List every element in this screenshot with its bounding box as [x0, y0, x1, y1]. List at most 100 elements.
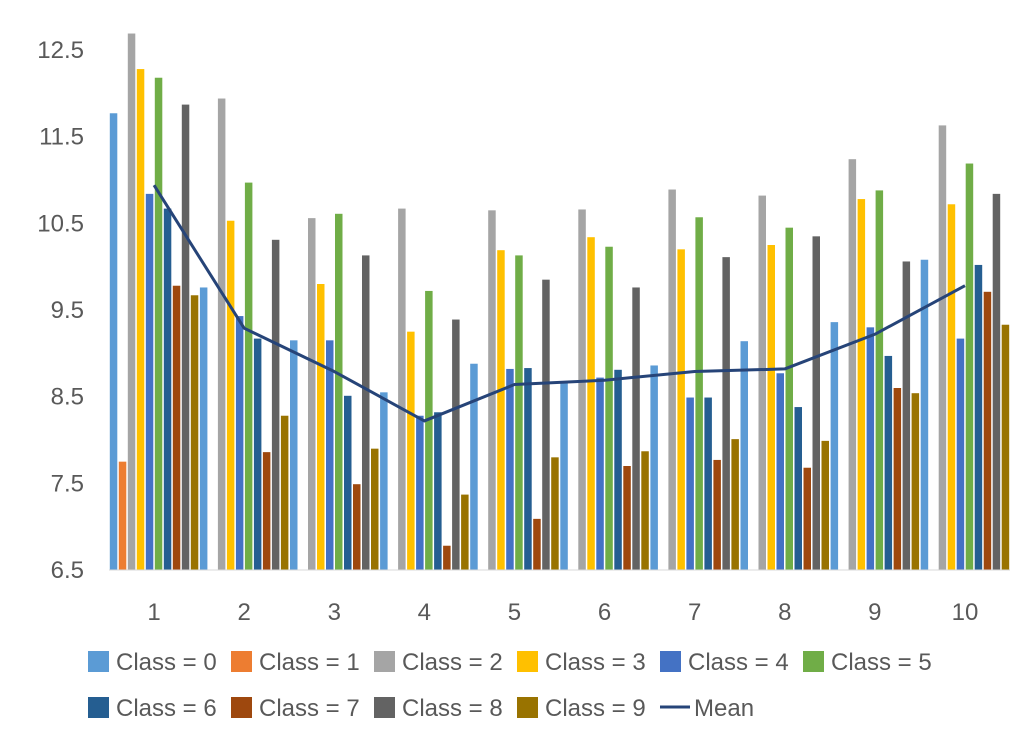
- y-tick-label: 7.5: [51, 470, 84, 497]
- bar-class-6-group-7: [704, 397, 712, 570]
- bar-class-3-group-8: [767, 245, 775, 570]
- legend-label: Class = 8: [402, 695, 503, 722]
- legend-swatch: [374, 697, 395, 718]
- bar-class-9-group-6: [641, 451, 649, 570]
- bar-class-2-group-6: [578, 209, 586, 570]
- bar-class-2-group-4: [398, 208, 406, 570]
- legend-swatch: [231, 697, 252, 718]
- bar-class-2-group-7: [668, 189, 676, 571]
- bar-class-3-group-1: [136, 69, 145, 571]
- bar-class-8-group-9: [902, 261, 911, 570]
- legend-label: Class = 5: [831, 649, 932, 676]
- bar-class-0-group-2: [199, 287, 208, 570]
- legend-label: Class = 3: [545, 649, 646, 676]
- bar-class-2-group-9: [848, 159, 857, 570]
- legend-label: Mean: [694, 695, 754, 722]
- legend-swatch: [803, 651, 824, 672]
- bar-class-0-group-10: [920, 259, 929, 570]
- bar-class-5-group-3: [335, 213, 343, 571]
- x-tick-label: 7: [688, 599, 701, 626]
- x-tick-label: 10: [952, 599, 979, 626]
- bar-class-9-group-2: [280, 415, 289, 570]
- bar-class-0-group-4: [380, 392, 388, 570]
- x-axis-tick-labels: 1 2 3 4 5 6 7 8 9 10: [147, 599, 978, 626]
- bar-class-3-group-9: [857, 199, 866, 571]
- bar-class-6-group-5: [524, 368, 532, 570]
- bar-class-0-group-8: [740, 341, 748, 570]
- bar-class-5-group-6: [605, 246, 613, 570]
- bar-class-5-group-9: [875, 190, 884, 570]
- bar-class-4-group-6: [596, 377, 604, 570]
- bar-class-7-group-10: [983, 291, 992, 570]
- legend-swatch: [517, 651, 538, 672]
- bar-class-9-group-10: [1001, 324, 1010, 570]
- legend-label: Class = 2: [402, 649, 503, 676]
- legend-label: Class = 4: [688, 649, 789, 676]
- bar-class-6-group-4: [434, 412, 442, 570]
- x-tick-label: 8: [778, 599, 791, 626]
- bar-class-4-group-2: [235, 316, 244, 570]
- bar-class-2-group-3: [308, 218, 316, 570]
- bar-class-3-group-4: [407, 331, 415, 570]
- bar-class-8-group-3: [362, 255, 370, 570]
- legend-label: Class = 9: [545, 695, 646, 722]
- legend-swatch: [231, 651, 252, 672]
- legend-label: Class = 7: [259, 695, 360, 722]
- y-tick-label: 12.5: [37, 37, 84, 64]
- bar-class-4-group-1: [145, 193, 154, 570]
- bar-class-8-group-4: [452, 319, 460, 570]
- bar-class-7-group-9: [893, 388, 902, 570]
- y-tick-label: 9.5: [51, 297, 84, 324]
- bar-class-6-group-3: [344, 395, 352, 570]
- bar-class-7-group-1: [172, 285, 181, 570]
- y-tick-label: 8.5: [51, 384, 84, 411]
- bar-class-8-group-7: [722, 257, 730, 570]
- bar-class-9-group-4: [461, 494, 469, 570]
- x-tick-label: 6: [598, 599, 611, 626]
- legend-label: Class = 6: [116, 695, 217, 722]
- bar-class-9-group-7: [731, 439, 739, 570]
- bar-class-8-group-6: [632, 287, 640, 570]
- bar-class-7-group-2: [262, 452, 271, 570]
- y-axis-tick-labels: 6.5 7.5 8.5 9.5 10.5 11.5 12.5: [37, 37, 84, 584]
- bar-class-8-group-1: [181, 104, 190, 570]
- legend-swatch: [660, 651, 681, 672]
- bar-class-5-group-1: [154, 77, 163, 570]
- legend-swatch: [374, 651, 395, 672]
- bar-class-3-group-5: [497, 250, 505, 570]
- bar-class-9-group-3: [371, 448, 379, 570]
- bar-class-8-group-10: [992, 193, 1001, 570]
- bar-class-8-group-5: [542, 279, 550, 570]
- legend-swatch: [88, 651, 109, 672]
- legend-label: Class = 1: [259, 649, 360, 676]
- bar-class-9-group-9: [911, 393, 920, 570]
- bar-class-8-group-2: [271, 239, 280, 571]
- legend-label: Class = 0: [116, 649, 217, 676]
- x-tick-label: 2: [237, 599, 250, 626]
- bar-class-7-group-4: [443, 545, 451, 570]
- bar-class-6-group-9: [884, 355, 893, 570]
- bar-class-5-group-4: [425, 290, 433, 570]
- x-tick-label: 9: [868, 599, 881, 626]
- bar-class-4-group-10: [956, 338, 965, 570]
- bar-class-3-group-10: [947, 204, 956, 570]
- bar-class-7-group-8: [803, 467, 811, 570]
- bar-class-2-group-2: [217, 98, 226, 571]
- bar-class-2-group-8: [758, 195, 766, 570]
- x-tick-label: 4: [418, 599, 431, 626]
- bar-class-6-group-2: [253, 338, 262, 570]
- x-tick-label: 3: [328, 599, 341, 626]
- legend-swatch: [88, 697, 109, 718]
- bar-class-5-group-8: [785, 227, 793, 570]
- bar-class-8-group-8: [812, 236, 820, 571]
- bar-class-5-group-5: [515, 255, 523, 570]
- bar-class-3-group-3: [317, 284, 325, 570]
- bar-class-0-group-1: [109, 113, 118, 571]
- bar-class-4-group-7: [686, 397, 694, 570]
- y-tick-label: 10.5: [37, 210, 84, 237]
- bar-class-4-group-8: [776, 373, 784, 570]
- mean-line-series: [152, 184, 966, 423]
- bar-class-9-group-5: [551, 457, 559, 570]
- bar-class-5-group-2: [244, 182, 253, 570]
